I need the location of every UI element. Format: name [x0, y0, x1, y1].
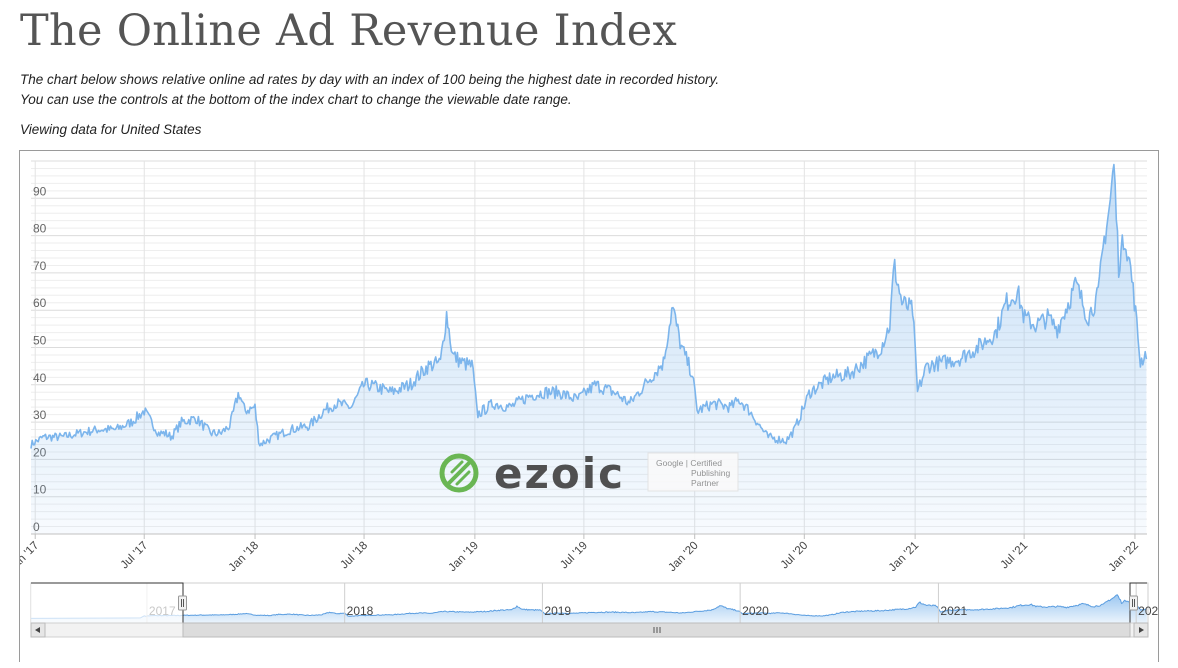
navigator-year-label: 2018	[347, 604, 374, 618]
ad-revenue-index-chart[interactable]: 0102030405060708090 ezoic Google | Certi…	[20, 151, 1158, 663]
chart-container: 0102030405060708090 ezoic Google | Certi…	[19, 150, 1159, 662]
navigator-year-label: 2021	[940, 604, 967, 618]
y-tick-label: 50	[33, 334, 47, 348]
x-tick-label: Jan '18	[227, 540, 261, 574]
description-line-1: The chart below shows relative online ad…	[20, 72, 719, 87]
x-tick-label: Jan '17	[20, 540, 41, 574]
x-tick-label: Jul '17	[119, 540, 151, 572]
x-tick-label: Jul '20	[779, 540, 811, 572]
x-tick-label: Jan '22	[1107, 540, 1141, 574]
y-tick-label: 80	[33, 222, 47, 236]
y-tick-label: 70	[33, 259, 47, 273]
navigator-year-label: 2020	[742, 604, 769, 618]
x-tick-label: Jan '21	[887, 540, 921, 574]
navigator-right-handle[interactable]	[1130, 596, 1138, 610]
y-tick-label: 40	[33, 371, 47, 385]
badge-line-1: Google | Certified	[656, 458, 722, 468]
badge-line-3: Partner	[691, 478, 719, 488]
page-title: The Online Ad Revenue Index	[20, 6, 677, 56]
x-tick-label: Jul '21	[999, 540, 1031, 572]
scroll-right-button[interactable]	[1134, 623, 1148, 637]
y-tick-label: 90	[33, 184, 47, 198]
navigator-outside-mask	[31, 583, 183, 623]
description-line-2: You can use the controls at the bottom o…	[20, 92, 572, 107]
ezoic-logo-text: ezoic	[494, 449, 625, 498]
navigator-year-label: 2022	[1138, 604, 1158, 618]
navigator-left-handle[interactable]	[179, 596, 187, 610]
navigator-year-label: 2019	[544, 604, 571, 618]
badge-line-2: Publishing	[691, 468, 730, 478]
viewing-region-text: Viewing data for United States	[20, 122, 201, 137]
x-tick-label: Jan '19	[447, 540, 481, 574]
y-tick-label: 30	[33, 408, 47, 422]
navigator[interactable]: 201720182019202020212022	[31, 583, 1158, 637]
x-axis-labels: Jan '17 Jul '17 Jan '18 Jul '18 Jan '19 Jul '…	[20, 534, 1141, 574]
navigator-scrollbar[interactable]	[31, 623, 1148, 637]
y-tick-label: 60	[33, 296, 47, 310]
x-tick-label: Jan '20	[666, 540, 700, 574]
x-tick-label: Jul '19	[558, 540, 590, 572]
scroll-left-button[interactable]	[31, 623, 45, 637]
x-tick-label: Jul '18	[338, 540, 370, 572]
